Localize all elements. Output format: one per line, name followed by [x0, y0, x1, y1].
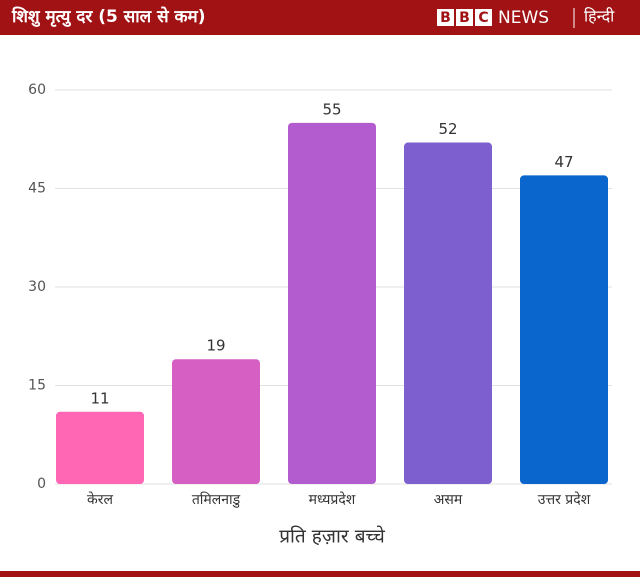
data-label: 19 [206, 337, 225, 355]
y-tick-label: 60 [28, 82, 46, 98]
logo-box [437, 9, 454, 26]
y-tick-label: 0 [37, 476, 46, 492]
header-band [0, 0, 640, 35]
x-tick-label: मध्यप्रदेश [309, 491, 356, 508]
bar [404, 142, 492, 485]
x-axis-label: प्रति हज़ार बच्चे [279, 525, 386, 548]
x-tick-label: केरल [87, 491, 113, 508]
brand: NEWS [498, 8, 549, 28]
x-tick-label: तमिलनाडु [192, 491, 241, 508]
x-tick-label: असम [434, 492, 463, 508]
footer-band [0, 571, 640, 577]
bar [172, 359, 260, 484]
logo-box [475, 9, 492, 26]
chart-title: शिशु मृत्यु दर (5 साल से कम) [11, 6, 205, 27]
bar [56, 411, 144, 484]
logo: BBC [440, 10, 488, 26]
y-tick-label: 30 [28, 279, 46, 295]
data-label: 47 [554, 153, 573, 171]
data-label: 52 [438, 120, 457, 138]
data-label: 11 [90, 389, 109, 407]
bar [520, 175, 608, 484]
data-label: 55 [322, 100, 341, 118]
logo-box [456, 9, 473, 26]
y-tick-label: 15 [28, 378, 46, 394]
x-tick-label: उत्तर प्रदेश [538, 491, 591, 508]
language: हिन्दी [584, 7, 615, 26]
y-tick-label: 45 [28, 181, 46, 197]
bar [288, 122, 376, 484]
